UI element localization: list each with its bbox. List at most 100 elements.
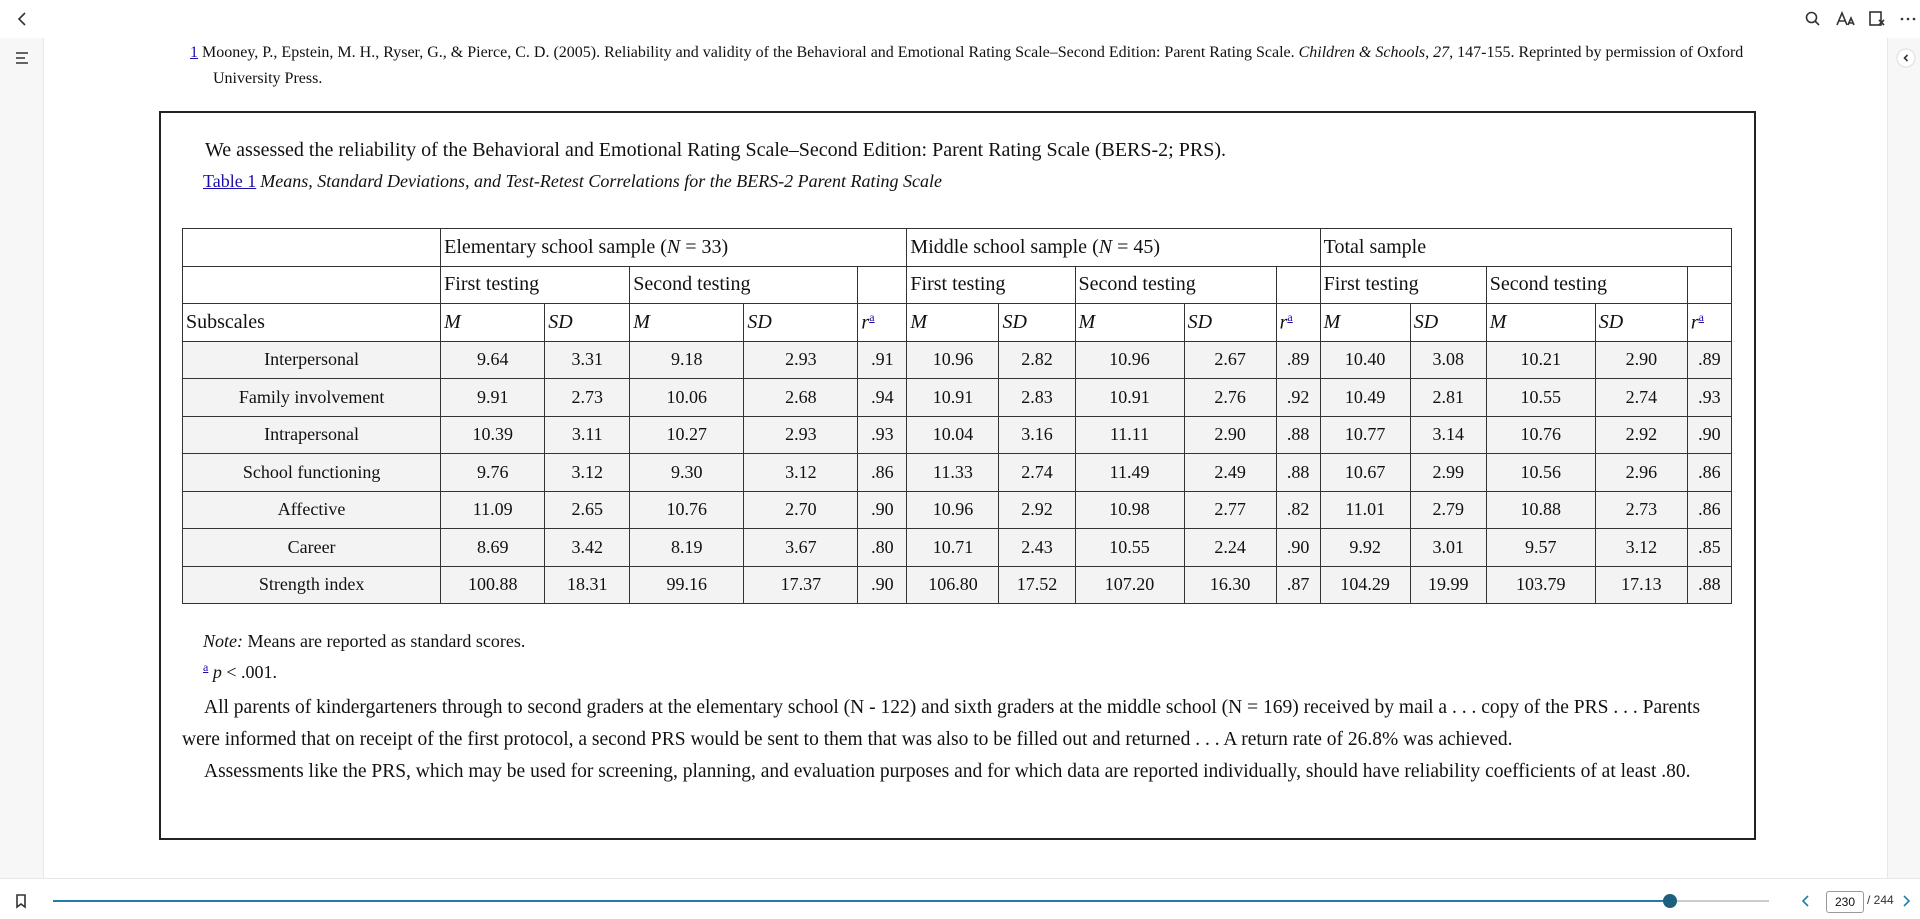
value-cell: 100.88 [440,565,546,604]
value-cell: 10.04 [906,415,1000,454]
r-note-link[interactable]: a [1287,309,1293,324]
stat-symbol: SD [747,310,772,333]
value-cell: 2.93 [743,415,859,454]
r-note: a [869,310,874,324]
value-cell: .86 [1686,453,1733,492]
value-cell: 17.13 [1594,565,1688,604]
value-cell: .88 [1275,453,1321,492]
value-cell: 2.49 [1183,453,1277,492]
stat-header: M [1319,303,1411,342]
stat-symbol: SD [1187,310,1213,333]
group-header: Elementary school sample (N = 33) [440,228,908,267]
value-cell: 2.68 [743,378,859,417]
progress-remaining [1670,900,1769,902]
search-button[interactable] [1803,9,1823,29]
value-cell: 3.12 [544,453,631,492]
progress-thumb[interactable] [1663,894,1677,908]
stat-symbol: M [444,310,461,333]
value-cell: 2.24 [1183,528,1277,567]
back-button[interactable] [12,9,32,29]
bookmark-button[interactable] [12,892,30,910]
value-cell: 3.01 [1409,528,1487,567]
value-cell: 10.96 [1074,340,1185,379]
group-header: Middle school sample (N = 45) [906,228,1321,267]
group-n: N [666,235,681,258]
value-cell: 2.76 [1183,378,1277,417]
value-cell: 19.99 [1409,565,1487,604]
stat-header: SD [544,303,631,342]
r-header: ra [857,303,908,342]
intro: We assessed the reliability of the Behav… [205,139,1226,161]
value-cell: .91 [857,340,908,379]
data-row: Strength index 100.88 18.31 99.16 17.37.90 10… [181,565,1733,604]
value-cell: .90 [1275,528,1321,567]
note-label: Note: [203,631,243,651]
subscale-name: Intrapersonal [181,415,442,454]
group-count: = 45) [1112,235,1161,258]
testing-header: Second testing [629,265,859,304]
value-cell: 3.31 [544,340,631,379]
value-cell: .85 [1686,528,1733,567]
value-cell: 11.49 [1074,453,1185,492]
stub-header: Subscales [181,303,442,342]
value-cell: 2.73 [544,378,631,417]
data-table: Elementary school sample (N = 33) Middle … [181,228,1733,604]
value-cell: 3.16 [998,415,1076,454]
r-note: a [1287,310,1292,324]
group-header: Total sample [1319,228,1733,267]
page-input[interactable]: 230 [1826,891,1864,913]
testing-header: Second testing [1485,265,1688,304]
value-cell: 2.74 [998,453,1076,492]
paragraph: Assessments like the PRS, which may be u… [204,761,1691,782]
testing-header: First testing [906,265,1076,304]
r-note-link[interactable]: a [1698,309,1704,324]
stat-header: M [629,303,745,342]
value-cell: 8.19 [629,528,745,567]
value-cell: 10.55 [1074,528,1185,567]
group-label: Elementary school sample ( [444,235,667,258]
toc-button[interactable] [12,50,32,66]
value-cell: .82 [1275,490,1321,529]
data-row: School functioning 9.76 3.12 9.30 3.12.86 11.… [181,453,1733,492]
data-row: Interpersonal 9.64 3.31 9.18 2.93.91 10.96 2.8… [181,340,1733,379]
value-cell: 10.96 [906,340,1000,379]
value-cell: 3.08 [1409,340,1487,379]
value-cell: 10.49 [1319,378,1411,417]
r-symbol: r [1690,311,1699,334]
data-row: Affective 11.09 2.65 10.76 2.70.90 10.96 2.92 1… [181,490,1733,529]
empty-cell [857,265,908,304]
bottom-bar [0,878,1920,919]
stat-symbol: M [1323,310,1341,333]
text-size-button[interactable] [1835,9,1857,29]
bookmarks-button[interactable] [1867,9,1887,29]
value-cell: 2.92 [998,490,1076,529]
collapse-button[interactable] [1896,48,1916,68]
value-cell: 11.33 [906,453,1000,492]
more-button[interactable] [1898,9,1918,29]
group-count: = 33) [680,235,729,258]
prev-page-button[interactable] [1797,892,1815,910]
footnote-marker[interactable]: 1 [190,44,198,61]
stat-header: SD [743,303,859,342]
next-page-button[interactable] [1897,892,1915,910]
subscale-name: School functioning [181,453,442,492]
r-header: ra [1686,303,1733,342]
testing-header: First testing [1319,265,1487,304]
stat-symbol: SD [1413,310,1439,333]
value-cell: 2.43 [998,528,1076,567]
value-cell: 11.01 [1319,490,1411,529]
value-cell: 9.57 [1485,528,1596,567]
footnote-a-marker[interactable]: a [203,660,209,674]
r-note-link[interactable]: a [869,309,875,324]
value-cell: 2.67 [1183,340,1277,379]
value-cell: 10.56 [1485,453,1596,492]
value-cell: 3.12 [1594,528,1688,567]
stat-symbol: SD [1598,310,1624,333]
value-cell: .93 [857,415,908,454]
table-link[interactable]: Table 1 [203,171,257,191]
stat-header: SD [998,303,1076,342]
left-sidebar [0,38,44,878]
value-cell: 103.79 [1485,565,1596,604]
value-cell: .80 [857,528,908,567]
